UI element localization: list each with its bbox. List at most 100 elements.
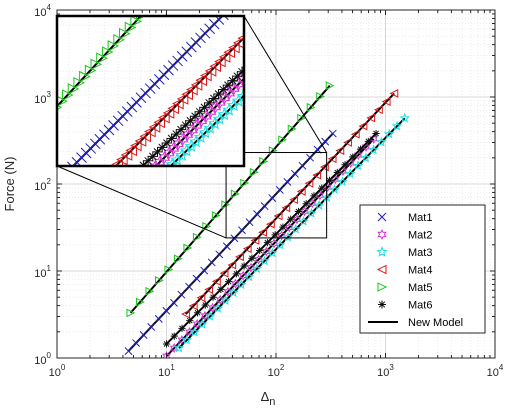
data-point [274, 239, 286, 250]
data-point [298, 215, 309, 226]
legend-box [359, 204, 486, 334]
data-point [222, 242, 231, 251]
data-point [120, 149, 133, 161]
data-point [173, 254, 183, 264]
data-point [329, 184, 340, 195]
data-point [135, 297, 145, 307]
legend-item-mat5: Mat5 [377, 282, 432, 294]
data-point [391, 120, 403, 131]
data-point [218, 84, 229, 95]
x-tick-label: 104 [487, 363, 504, 379]
x-tick-label: 103 [377, 363, 394, 379]
data-point [201, 301, 209, 309]
inset-series-mat5 [57, 16, 147, 110]
inset-series-mat4 [111, 32, 244, 166]
legend-label: Mat3 [408, 247, 432, 259]
data-point [166, 133, 177, 144]
data-point [192, 318, 202, 330]
data-point [313, 199, 325, 210]
data-point [218, 16, 229, 21]
data-point [349, 153, 357, 161]
data-point [222, 80, 233, 91]
data-point [208, 302, 217, 313]
data-point [190, 79, 203, 91]
x-tick-label: 102 [268, 363, 285, 379]
data-point [296, 187, 306, 196]
tick-labels: 100 101 102 103 104 100 101 102 103 104 [34, 3, 504, 379]
data-point [306, 207, 317, 218]
inset-content [57, 0, 247, 166]
data-point [171, 129, 182, 140]
data-point [204, 65, 217, 77]
data-point [134, 135, 147, 147]
data-point [162, 107, 175, 119]
data-point [186, 316, 194, 325]
data-point [251, 263, 263, 274]
ticks [56, 9, 496, 359]
data-point [260, 202, 269, 211]
data-point [281, 203, 291, 213]
data-point [116, 153, 128, 166]
data-point [318, 184, 326, 192]
data-point [177, 290, 186, 299]
data-point [188, 301, 198, 311]
data-point [124, 21, 137, 34]
data-point [271, 231, 279, 239]
data-point [204, 310, 216, 321]
data-point [242, 244, 252, 254]
data-point [113, 33, 125, 46]
data-point [298, 161, 307, 170]
data-point [228, 41, 240, 54]
data-point [316, 92, 326, 101]
data-point [328, 129, 337, 138]
data-point [111, 158, 123, 166]
data-point [237, 0, 247, 1]
data-point [366, 113, 376, 123]
data-point [181, 334, 192, 345]
data-point [364, 137, 372, 145]
inset-model-line [57, 16, 143, 108]
data-point [192, 274, 201, 283]
legend-label: Mat1 [408, 212, 432, 224]
data-point [204, 285, 214, 294]
data-point [343, 138, 352, 147]
data-point [353, 149, 363, 161]
data-point [139, 331, 148, 339]
data-point [376, 136, 387, 147]
data-point [368, 144, 379, 155]
data-point [345, 168, 356, 179]
data-point [236, 279, 247, 290]
data-point [158, 150, 171, 165]
data-point [130, 139, 142, 152]
data-point [67, 83, 80, 95]
data-point [399, 112, 411, 123]
data-point [214, 55, 226, 68]
series-mat6 [162, 129, 380, 348]
data-point [240, 262, 248, 270]
data-point [237, 66, 244, 77]
data-point [147, 322, 156, 331]
y-tick-label: 102 [34, 177, 51, 193]
data-point [369, 133, 379, 144]
data-point [304, 178, 314, 188]
data-point [164, 265, 174, 275]
data-point [381, 97, 391, 106]
data-point [185, 282, 193, 291]
data-point [333, 168, 341, 177]
data-point [162, 340, 171, 348]
data-point [185, 115, 196, 126]
data-point [215, 294, 225, 305]
data-point [256, 246, 264, 255]
data-point [360, 152, 372, 163]
data-point [147, 151, 158, 162]
data-point [194, 106, 205, 117]
data-point [192, 232, 202, 242]
data-point [261, 246, 271, 257]
data-point [217, 285, 225, 294]
data-point [209, 293, 217, 301]
data-point [167, 102, 179, 115]
data-point [294, 207, 303, 216]
data-point [119, 27, 131, 40]
data-point [57, 95, 68, 107]
data-point [267, 247, 278, 258]
